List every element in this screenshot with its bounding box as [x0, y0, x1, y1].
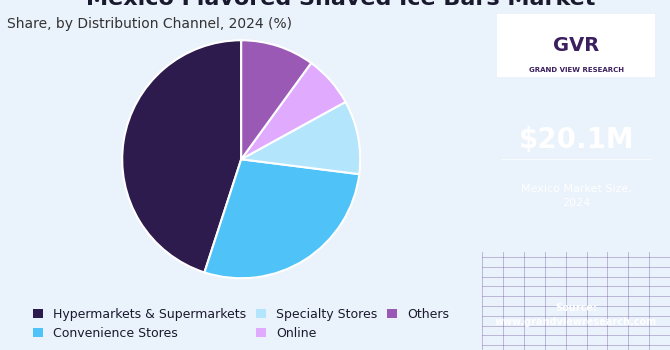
Text: Mexico Market Size,
2024: Mexico Market Size, 2024 [521, 184, 632, 208]
FancyBboxPatch shape [497, 14, 655, 77]
Text: Share, by Distribution Channel, 2024 (%): Share, by Distribution Channel, 2024 (%) [7, 17, 291, 31]
Text: $20.1M: $20.1M [519, 126, 634, 154]
Wedge shape [122, 40, 241, 272]
Wedge shape [241, 40, 311, 159]
Text: GVR: GVR [553, 36, 600, 55]
Wedge shape [241, 63, 346, 159]
Text: GRAND VIEW RESEARCH: GRAND VIEW RESEARCH [529, 67, 624, 73]
Wedge shape [241, 102, 360, 174]
Wedge shape [204, 159, 359, 278]
Text: Mexico Flavored Shaved Ice Bars Market: Mexico Flavored Shaved Ice Bars Market [86, 0, 596, 9]
Legend: Hypermarkets & Supermarkets, Convenience Stores, Specialty Stores, Online, Other: Hypermarkets & Supermarkets, Convenience… [29, 304, 453, 344]
Text: Source:
www.grandviewresearch.com: Source: www.grandviewresearch.com [495, 303, 657, 327]
